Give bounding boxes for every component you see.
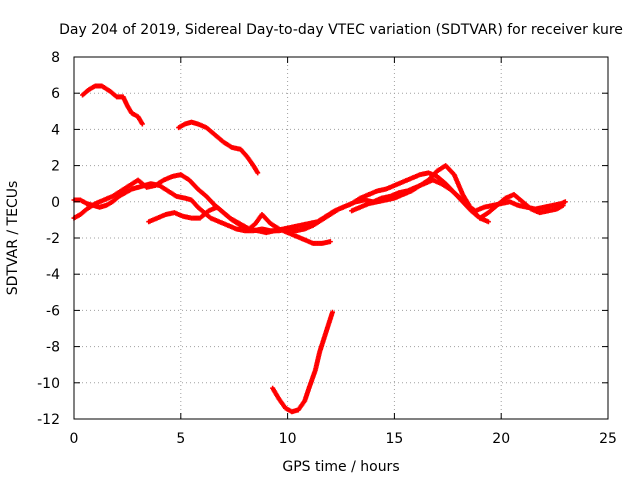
series-track-3 [270, 309, 335, 415]
series-track-7 [349, 163, 491, 225]
y-tick-label: -4 [46, 267, 60, 283]
y-tick-label: -10 [37, 376, 60, 392]
data-point [329, 309, 335, 315]
y-tick-label: 6 [51, 86, 60, 102]
y-tick-label: -8 [46, 340, 60, 356]
x-tick-label: 25 [599, 431, 617, 447]
x-tick-label: 5 [176, 431, 185, 447]
y-tick-label: 4 [51, 122, 60, 138]
data-point [327, 239, 333, 245]
series-track-6 [146, 204, 333, 246]
series-track-5 [71, 170, 566, 236]
y-tick-label: 0 [51, 195, 60, 211]
data-point [255, 170, 261, 176]
y-tick-label: -12 [37, 412, 60, 428]
data-point [139, 121, 145, 127]
data-point [485, 219, 491, 225]
x-tick-label: 15 [385, 431, 403, 447]
data-point [560, 202, 566, 208]
series-track-2 [176, 119, 261, 176]
y-tick-label: 8 [51, 50, 60, 66]
x-tick-label: 20 [492, 431, 510, 447]
data-point [562, 199, 568, 205]
data-points [71, 83, 568, 415]
y-tick-label: -6 [46, 303, 60, 319]
grid-lines [74, 57, 608, 419]
y-tick-label: -2 [46, 231, 60, 247]
y-tick-label: 2 [51, 159, 60, 175]
x-axis-label: GPS time / hours [282, 459, 399, 475]
x-tick-label: 0 [70, 431, 79, 447]
x-tick-label: 10 [279, 431, 297, 447]
chart-title: Day 204 of 2019, Sidereal Day-to-day VTE… [59, 22, 623, 38]
series-track-1 [80, 83, 145, 127]
y-axis-label: SDTVAR / TECUs [5, 181, 21, 296]
